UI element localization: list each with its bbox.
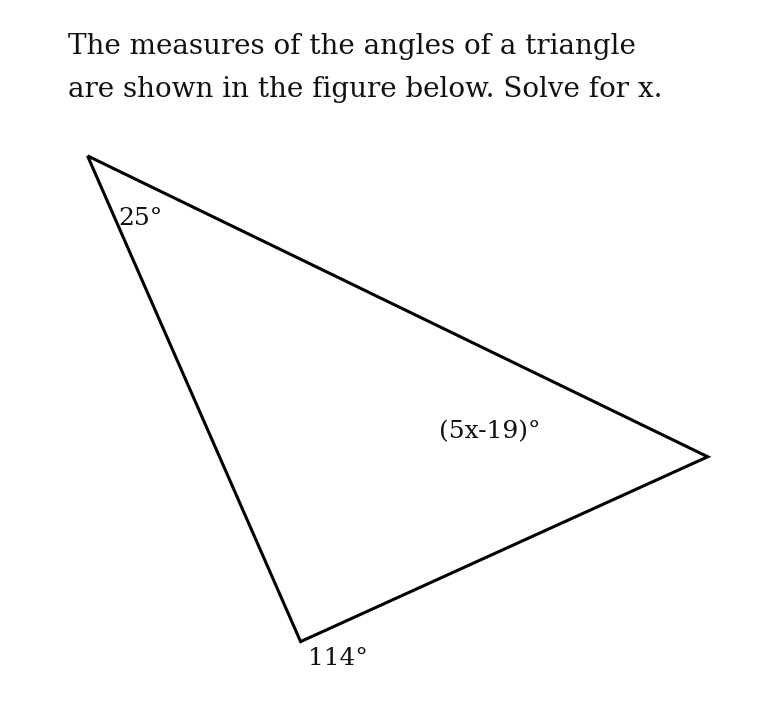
Text: (5x-19)°: (5x-19)° (439, 420, 540, 443)
Text: 114°: 114° (308, 647, 368, 670)
Text: The measures of the angles of a triangle: The measures of the angles of a triangle (68, 33, 636, 59)
Text: are shown in the figure below. Solve for x.: are shown in the figure below. Solve for… (68, 76, 663, 103)
Text: 25°: 25° (118, 207, 162, 230)
